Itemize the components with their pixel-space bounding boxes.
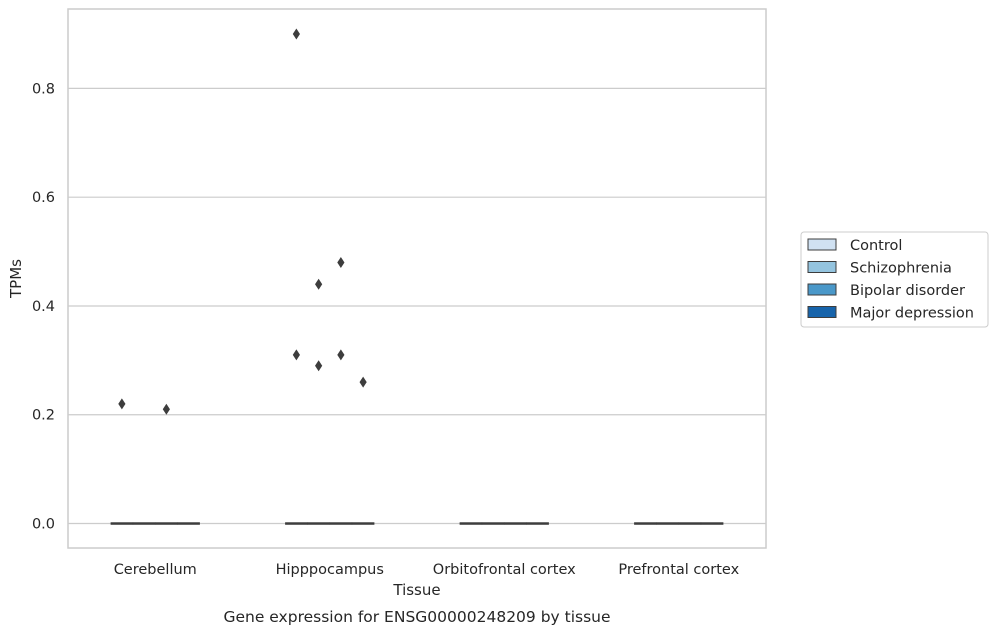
- y-tick-label: 0.2: [32, 408, 55, 424]
- outlier-point: [292, 349, 300, 361]
- x-axis-label: Tissue: [392, 581, 440, 599]
- x-tick-label: Hipppocampus: [276, 562, 384, 578]
- y-tick-label: 0.4: [32, 299, 55, 315]
- legend-label: Schizophrenia: [850, 261, 952, 277]
- legend-swatch: [807, 261, 837, 273]
- y-tick-label: 0.6: [32, 190, 55, 206]
- outlier-point: [315, 360, 323, 372]
- legend-label: Control: [850, 238, 902, 254]
- y-tick-label: 0.0: [32, 517, 55, 533]
- legend-swatch: [807, 306, 837, 318]
- legend-swatch: [807, 283, 837, 296]
- legend-label: Major depression: [850, 306, 974, 322]
- legend-swatch: [807, 238, 837, 251]
- legend-frame: [800, 231, 989, 328]
- y-axis-label: TPMs: [7, 259, 25, 299]
- outlier-point: [337, 256, 345, 268]
- plot-frame: [67, 8, 767, 549]
- grid-lines: [68, 87, 766, 525]
- y-ticks: 0.0 0.2 0.4 0.6 0.8: [32, 81, 55, 532]
- x-tick-label: Orbitofrontal cortex: [433, 562, 576, 578]
- chart-caption: Gene expression for ENSG00000248209 by t…: [223, 608, 610, 626]
- outlier-point: [118, 398, 126, 410]
- boxes: [110, 522, 724, 525]
- legend-label: Bipolar disorder: [850, 283, 965, 299]
- legend: Control Schizophrenia Bipolar disorder Majo…: [800, 231, 989, 328]
- outlier-point: [315, 278, 323, 290]
- x-ticks: Cerebellum Hipppocampus Orbitofrontal cort…: [114, 562, 740, 578]
- outlier-point: [337, 349, 345, 361]
- outliers: [118, 28, 367, 415]
- outlier-point: [292, 28, 300, 40]
- outlier-point: [359, 376, 367, 388]
- y-tick-label: 0.8: [32, 81, 55, 97]
- x-tick-label: Prefrontal cortex: [618, 562, 739, 578]
- x-tick-label: Cerebellum: [114, 562, 197, 578]
- outlier-point: [162, 403, 170, 415]
